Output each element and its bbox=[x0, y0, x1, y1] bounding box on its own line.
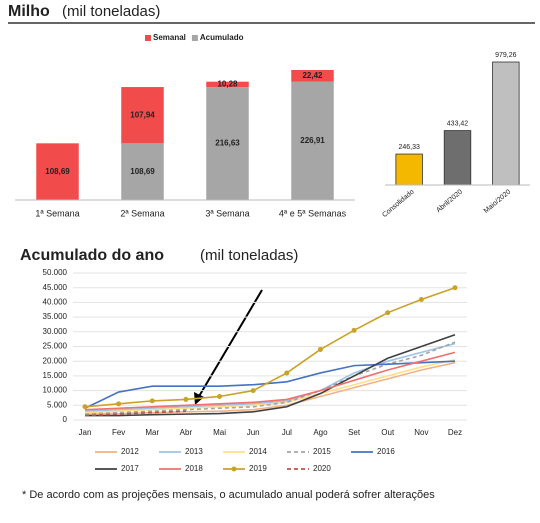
legend-label: 2015 bbox=[313, 447, 331, 456]
y-tick-label: 40.000 bbox=[43, 298, 68, 307]
bar-segment bbox=[121, 143, 164, 200]
series-line bbox=[84, 361, 456, 415]
legend-label: 2012 bbox=[121, 447, 139, 456]
bar-segment bbox=[206, 87, 249, 200]
x-tick-label: Jul bbox=[282, 428, 292, 437]
x-tick-label: Fev bbox=[112, 428, 125, 437]
legend-label: 2017 bbox=[121, 464, 139, 473]
bar bbox=[443, 130, 472, 186]
value-label: 108,69 bbox=[130, 167, 155, 176]
legend-label: 2016 bbox=[377, 447, 395, 456]
legend-label: Acumulado bbox=[200, 33, 244, 42]
bar-segment bbox=[206, 81, 249, 88]
series-line bbox=[84, 341, 456, 415]
legend-label: 2020 bbox=[313, 464, 331, 473]
point bbox=[385, 310, 391, 316]
y-tick-label: 10.000 bbox=[43, 386, 68, 395]
x-tick-label: Maio/2020 bbox=[483, 189, 513, 215]
value-label: 216,63 bbox=[215, 139, 240, 148]
point bbox=[183, 396, 189, 402]
point bbox=[418, 296, 424, 302]
x-tick-label: 3ª Semana bbox=[205, 208, 249, 218]
point bbox=[351, 327, 357, 333]
x-tick-label: Mar bbox=[145, 428, 159, 437]
point bbox=[284, 370, 290, 376]
x-tick-label: Jan bbox=[79, 428, 92, 437]
x-tick-label: Ago bbox=[313, 428, 328, 437]
x-tick-label: 1ª Semana bbox=[35, 208, 79, 218]
series-line bbox=[84, 286, 456, 408]
legend-swatch bbox=[191, 35, 198, 41]
point bbox=[82, 404, 88, 410]
y-tick-label: 0 bbox=[63, 415, 68, 424]
point bbox=[250, 388, 256, 394]
legend-label: 2014 bbox=[249, 447, 267, 456]
bar-segment bbox=[291, 81, 334, 200]
x-tick-label: 4ª e 5ª Semanas bbox=[279, 208, 347, 218]
y-tick-label: 30.000 bbox=[43, 327, 68, 336]
value-label: 226,91 bbox=[300, 136, 325, 145]
bar-segment bbox=[36, 143, 79, 200]
chart-subtitle: (mil toneladas) bbox=[62, 3, 160, 20]
point bbox=[217, 393, 223, 399]
value-label: 433,42 bbox=[447, 120, 469, 127]
legend-marker bbox=[231, 466, 237, 472]
value-label: 107,94 bbox=[130, 110, 155, 119]
value-label: 979,26 bbox=[495, 52, 517, 59]
series-line bbox=[85, 333, 456, 417]
y-tick-label: 50.000 bbox=[43, 268, 68, 277]
bar bbox=[395, 153, 423, 186]
legend-label: 2018 bbox=[185, 464, 203, 473]
bar bbox=[492, 61, 520, 186]
bar-segment bbox=[291, 70, 334, 82]
x-tick-label: Abril/2020 bbox=[435, 189, 464, 215]
point bbox=[452, 285, 458, 291]
x-tick-label: Jun bbox=[247, 428, 260, 437]
series-line bbox=[84, 360, 456, 409]
arrow bbox=[197, 289, 263, 399]
x-tick-label: Set bbox=[348, 428, 361, 437]
chart-subtitle: (mil toneladas) bbox=[200, 247, 298, 264]
x-tick-label: Out bbox=[381, 428, 395, 437]
y-tick-label: 15.000 bbox=[43, 371, 68, 380]
x-tick-label: 2ª Semana bbox=[120, 208, 164, 218]
footnote: * De acordo com as projeções mensais, o … bbox=[22, 489, 435, 501]
series-line bbox=[84, 342, 456, 412]
point bbox=[116, 401, 122, 407]
x-tick-label: Mai bbox=[213, 428, 226, 437]
x-tick-label: Dez bbox=[448, 428, 462, 437]
chart-title: Acumulado do ano bbox=[20, 247, 164, 264]
point bbox=[149, 398, 155, 404]
legend-label: 2013 bbox=[185, 447, 203, 456]
series-line bbox=[84, 410, 186, 417]
y-tick-label: 35.000 bbox=[43, 312, 68, 321]
value-label: 108,69 bbox=[45, 167, 70, 176]
legend-label: Semanal bbox=[153, 33, 186, 42]
x-tick-label: Abr bbox=[180, 428, 193, 437]
legend-label: 2019 bbox=[249, 464, 267, 473]
chart-title: Milho bbox=[8, 3, 50, 20]
x-tick-label: Consolidado bbox=[381, 189, 415, 219]
y-tick-label: 20.000 bbox=[43, 356, 68, 365]
y-tick-label: 45.000 bbox=[43, 283, 68, 292]
value-label: 22,42 bbox=[302, 71, 323, 80]
legend-swatch bbox=[145, 35, 151, 41]
y-tick-label: 25.000 bbox=[43, 342, 68, 351]
x-tick-label: Nov bbox=[414, 428, 428, 437]
point bbox=[317, 346, 323, 352]
y-tick-label: 5.000 bbox=[47, 400, 68, 409]
value-label: 10,28 bbox=[217, 79, 238, 88]
bar-segment bbox=[121, 87, 164, 144]
series-line bbox=[84, 351, 456, 411]
value-label: 246,33 bbox=[398, 144, 420, 151]
